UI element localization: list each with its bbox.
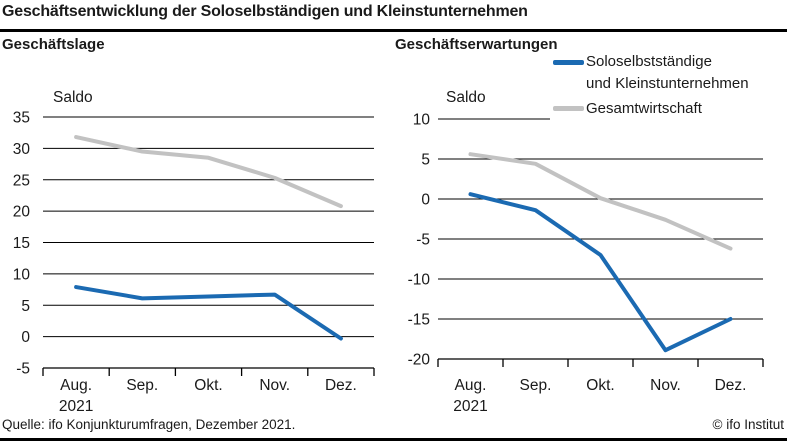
- y-axis-tick-label: 30: [13, 141, 31, 158]
- series-line-gesamtwirtschaft: [74, 135, 343, 209]
- y-axis-tick-label: -5: [16, 361, 30, 378]
- x-axis-year-label: 2021: [453, 398, 487, 415]
- series-line-soloselbststaendige: [468, 192, 733, 353]
- y-axis-tick-label: 10: [13, 266, 31, 283]
- chart-left-title: Geschäftslage: [2, 36, 105, 53]
- legend-label-soloselbststaendige-line2: und Kleinstunternehmen: [586, 75, 749, 92]
- source-note: Quelle: ifo Konjunkturumfragen, Dezember…: [2, 417, 296, 432]
- y-axis-tick-label: 5: [21, 298, 30, 315]
- y-axis-tick-label: -10: [408, 272, 431, 289]
- series-line-gesamtwirtschaft: [468, 152, 733, 251]
- axis-unit-label: Saldo: [446, 89, 486, 106]
- bottom-rule: [0, 438, 787, 441]
- y-axis-tick-label: -20: [408, 352, 431, 369]
- page-title: Geschäftsentwicklung der Soloselbständig…: [2, 3, 528, 20]
- x-axis-tick-label: Aug.: [455, 377, 487, 394]
- y-axis-tick-label: 35: [13, 110, 30, 127]
- x-axis-tick-label: Dez.: [325, 377, 357, 394]
- y-axis-tick-label: 15: [13, 235, 30, 252]
- y-axis-tick-label: -5: [416, 232, 430, 249]
- x-axis-tick-label: Okt.: [586, 377, 614, 394]
- legend-label-soloselbststaendige-line1: Soloselbstständige: [586, 53, 712, 70]
- legend-line-gesamtwirtschaft-icon: [553, 106, 584, 111]
- y-axis-tick-label: -15: [408, 312, 430, 329]
- series-line-soloselbststaendige: [74, 285, 343, 341]
- x-axis-tick-label: Sep.: [126, 377, 158, 394]
- chart-right-title: Geschäftserwartungen: [395, 36, 558, 53]
- x-axis-tick-label: Nov.: [650, 377, 681, 394]
- x-axis-tick-label: Dez.: [715, 377, 747, 394]
- copyright-note: © ifo Institut: [712, 417, 784, 432]
- y-axis-tick-label: 25: [13, 172, 30, 189]
- y-axis-tick-label: 0: [421, 192, 430, 209]
- x-axis-tick-label: Aug.: [60, 377, 92, 394]
- axis-unit-label: Saldo: [53, 89, 93, 106]
- x-axis-tick-label: Sep.: [520, 377, 552, 394]
- y-axis-tick-label: 5: [421, 152, 430, 169]
- legend-label-gesamtwirtschaft: Gesamtwirtschaft: [586, 100, 702, 117]
- legend-line-soloselbststaendige-icon: [553, 60, 584, 65]
- x-axis-year-label: 2021: [59, 398, 93, 415]
- y-axis-tick-label: 0: [21, 329, 30, 346]
- title-rule: [0, 29, 787, 32]
- x-axis-tick-label: Nov.: [259, 377, 290, 394]
- y-axis-tick-label: 10: [413, 112, 431, 129]
- x-axis-tick-label: Okt.: [194, 377, 222, 394]
- y-axis-tick-label: 20: [13, 204, 31, 221]
